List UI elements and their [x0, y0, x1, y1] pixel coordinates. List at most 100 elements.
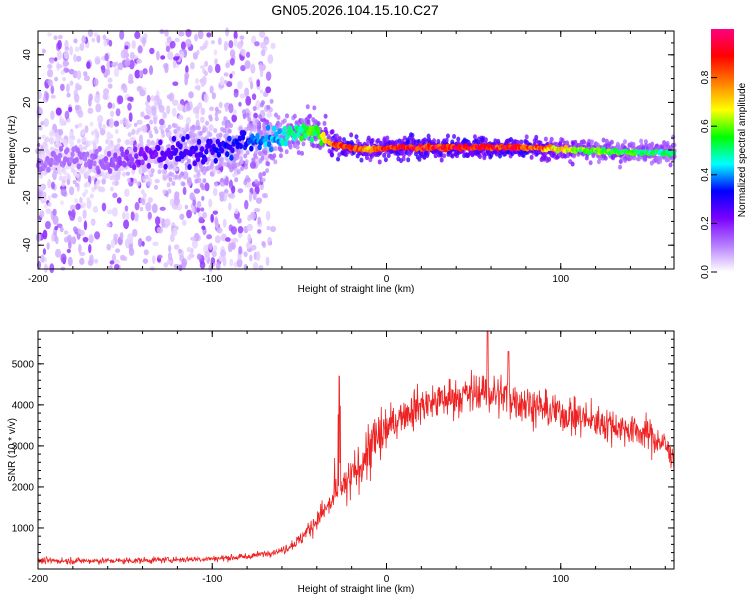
spectrogram-cell: [70, 151, 75, 158]
spectrogram-cell: [124, 149, 130, 156]
spectrogram-cell: [53, 35, 58, 40]
spectrogram-cell: [204, 182, 210, 192]
spectrogram-cell: [157, 254, 163, 259]
spectrogram-cell: [210, 161, 215, 167]
spectrogram-cell: [58, 145, 64, 152]
spectrogram-cell: [425, 150, 430, 156]
spectrogram-cell: [200, 116, 205, 124]
spectrogram-cell: [160, 145, 165, 151]
spectrogram-cell: [89, 254, 94, 265]
spectrogram-cell: [41, 48, 46, 54]
spectrogram-cell: [267, 236, 273, 246]
spectrogram-cell: [212, 187, 218, 197]
spectrogram-cell: [63, 50, 69, 60]
spectrogram-cell: [321, 131, 326, 138]
spectrogram-cell: [109, 260, 115, 265]
spectrogram-cell: [103, 155, 109, 162]
spectrogram-cell: [232, 237, 239, 243]
spectrogram-cell: [266, 141, 272, 148]
spectrogram-cell: [240, 65, 246, 72]
spectrogram-cell: [208, 106, 215, 112]
spectrogram-cell: [258, 62, 263, 72]
spectrogram-cell: [89, 121, 94, 127]
spectrogram-cell: [213, 157, 218, 164]
spectrogram-cell: [57, 39, 62, 50]
spectrogram-cell: [263, 141, 269, 148]
spectrogram-cell: [282, 118, 287, 124]
spectrogram-cell: [549, 136, 554, 142]
spectrogram-cell: [61, 181, 66, 187]
spectrogram-cell: [186, 102, 191, 112]
spectrogram-cell: [210, 257, 216, 264]
spectrogram-cell: [38, 173, 43, 179]
spectrogram-cell: [82, 209, 87, 219]
spectrogram-cell: [149, 47, 155, 55]
spectrogram-cell: [240, 166, 245, 172]
spectrogram-cell: [208, 132, 213, 138]
spectrogram-cell: [110, 143, 115, 149]
spectrogram-cell: [81, 35, 86, 44]
spectrogram-cell: [660, 144, 665, 150]
spectrogram-cell: [255, 132, 260, 139]
spectrogram-cell: [158, 139, 163, 146]
spectrogram-cell: [102, 34, 107, 40]
spectrogram-cell: [202, 170, 207, 176]
spectrogram-cell: [262, 171, 267, 177]
spectrogram-cell: [643, 139, 648, 145]
spectrogram-cell: [636, 156, 641, 162]
spectrogram-cell: [299, 135, 304, 142]
spectrogram-cell: [144, 174, 149, 180]
colorbar-ticks: 0.0 0.2 0.4 0.6 0.8: [700, 70, 717, 279]
spectrogram-cell: [113, 233, 118, 240]
spectrogram-cell: [196, 138, 202, 145]
spectrogram-cell: [192, 138, 197, 144]
spectrogram-cell: [140, 111, 145, 118]
spectrogram-cell: [261, 240, 266, 247]
spectrogram-cell: [96, 168, 101, 175]
spectrogram-cell: [76, 138, 81, 144]
spectrogram-cell: [75, 55, 82, 62]
spectrogram-cell: [86, 197, 91, 203]
spectrogram-cell: [195, 78, 199, 85]
spectrogram-cell: [223, 189, 229, 194]
spectrogram-cell: [167, 188, 172, 194]
spectrogram-cell: [258, 264, 264, 271]
spectrogram-cell: [88, 93, 94, 102]
spectrogram-cell: [203, 93, 209, 104]
spectrogram-cell: [225, 151, 230, 158]
spectrogram-cell: [125, 140, 130, 146]
spectrogram-cell: [112, 192, 118, 199]
spectrogram-cell: [134, 153, 139, 160]
spectrogram-cell: [406, 139, 411, 145]
spectrogram-cell: [250, 63, 255, 73]
spectrogram-cell: [47, 195, 52, 201]
spectrogram-cell: [143, 115, 150, 120]
spectrogram-cell: [185, 28, 192, 38]
spectrogram-cell: [164, 218, 171, 227]
spectrogram-cell: [173, 129, 178, 135]
colorbar-tick-label: 0.6: [700, 119, 711, 133]
spectrogram-cell: [250, 244, 257, 251]
spectrogram-cell: [106, 222, 112, 228]
spectrogram-cell: [249, 161, 257, 169]
spectrogram-cell: [164, 29, 169, 37]
colorbar-tick-label: 0.2: [700, 216, 711, 230]
spectrogram-cell: [370, 137, 375, 143]
spectrogram-cell: [92, 160, 97, 167]
spectrogram-cell: [55, 236, 59, 245]
spectrogram-cell: [136, 127, 141, 133]
spectrogram-cell: [283, 140, 288, 147]
spectrogram-cell: [222, 128, 227, 134]
spectrogram-cell: [73, 53, 77, 63]
spectrogram-cell: [173, 56, 180, 61]
y-tick-label: 20: [22, 96, 33, 108]
spectrogram-cell: [201, 195, 205, 201]
spectrogram-cell: [136, 58, 142, 64]
spectrogram-cell: [237, 80, 243, 90]
spectrogram-cell: [241, 109, 246, 115]
spectrogram-cell: [38, 159, 44, 166]
spectrogram-cell: [141, 200, 146, 206]
spectrogram-cell: [377, 159, 382, 165]
spectrogram-cell: [184, 75, 188, 86]
spectrogram-cell: [196, 206, 201, 213]
